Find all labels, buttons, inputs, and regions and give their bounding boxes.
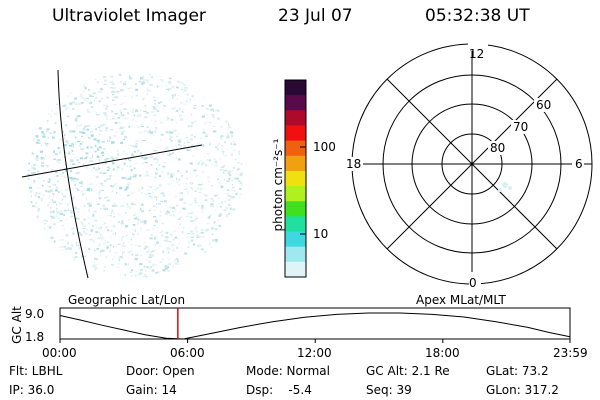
timeline-xtick-label-2: 12:00 (297, 346, 332, 360)
timeline-ytick-min: 1.8 (25, 330, 45, 344)
colorbar-band (285, 201, 306, 217)
mlat-label-80: 80 (490, 141, 506, 155)
timeline-xtick-label-3: 18:00 (425, 346, 460, 360)
colorbar-gradient (285, 80, 306, 278)
timeline-frame (59, 307, 571, 340)
mode-info: Mode: Normal (246, 364, 330, 378)
timeline-xtick-label-4: 23:59 (553, 346, 588, 360)
gain-info: Gain: 14 (126, 383, 177, 397)
timeline-ytick-max: 9.0 (25, 307, 45, 321)
colorbar-band (285, 246, 306, 263)
colorbar-tick-label-100: 100 (313, 140, 336, 154)
mlat-label-70: 70 (513, 120, 529, 134)
observation-time: 05:32:38 UT (425, 6, 530, 26)
polar-emission (498, 182, 512, 192)
colorbar-band (285, 231, 306, 248)
observation-date: 23 Jul 07 (278, 6, 353, 26)
colorbar-band (285, 216, 306, 233)
mlt-label-12: 12 (469, 47, 485, 61)
colorbar-band (285, 170, 306, 187)
seq-info: Seq: 39 (366, 383, 412, 397)
glat-info: GLat: 73.2 (486, 364, 549, 378)
altitude-curve (59, 312, 571, 340)
ip-info: IP: 36.0 (9, 383, 55, 397)
mlt-label-0: 0 (469, 276, 477, 290)
door-info: Door: Open (126, 364, 195, 378)
gc-alt-info: GC Alt: 2.1 Re (366, 364, 450, 378)
colorbar-band (285, 95, 306, 111)
timeline-xtick-label-0: 00:00 (42, 346, 77, 360)
filter-info: Flt: LBHL (9, 364, 63, 378)
polar-diagonal-2 (386, 78, 558, 250)
colorbar-band (285, 155, 306, 172)
mlt-label-18: 18 (346, 157, 362, 171)
dsp-info: Dsp: -5.4 (246, 383, 312, 397)
instrument-title: Ultraviolet Imager (52, 6, 206, 26)
latitude-line (21, 144, 203, 178)
timeline-right-label: Apex MLat/MLT (416, 293, 506, 307)
colorbar-band (285, 110, 306, 127)
colorbar-band (285, 80, 306, 96)
glon-info: GLon: 317.2 (486, 383, 559, 397)
mlat-label-60: 60 (536, 98, 552, 112)
colorbar-tick-label-10: 10 (313, 227, 329, 241)
longitude-line (57, 69, 89, 279)
timeline-xticks (59, 339, 571, 343)
colorbar-band (285, 261, 306, 278)
timeline-left-label: Geographic Lat/Lon (68, 293, 186, 307)
timeline-xtick-label-1: 06:00 (170, 346, 205, 360)
mlt-label-6: 6 (575, 157, 583, 171)
colorbar-band (285, 140, 306, 157)
colorbar-band (285, 186, 306, 202)
colorbar-band (285, 125, 306, 142)
